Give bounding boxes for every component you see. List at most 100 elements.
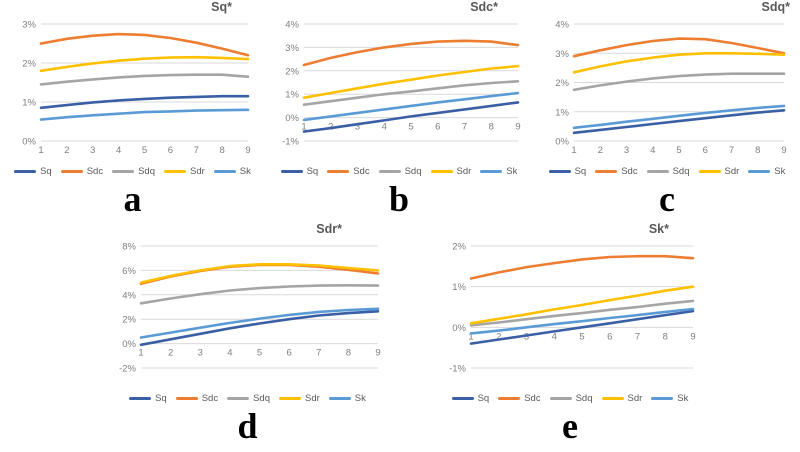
legend-label: Sdr: [456, 165, 472, 177]
line-chart-sq: 0% 1% 2% 3% 1 2 3 4 5 6 7 8 9: [22, 20, 250, 157]
svg-text:5: 5: [142, 145, 147, 156]
legend-label: Sdq: [575, 392, 593, 404]
legend-label: Sdq: [138, 165, 155, 177]
svg-text:4%: 4%: [555, 20, 569, 31]
legend-label: Sk: [774, 165, 786, 177]
chart-title: Sdq*: [761, 0, 790, 14]
svg-text:3%: 3%: [555, 49, 569, 60]
chart-panel-e: Sk* -1% 0% 1% 2% 1 2 3 4 5 6 7 8 9 Sq Sdc Sdq Sdr Sk e: [435, 222, 705, 446]
svg-text:8: 8: [663, 331, 668, 342]
legend-line-swatch: [112, 169, 135, 173]
line-chart-sk: -1% 0% 1% 2% 1 2 3 4 5 6 7 8 9: [449, 242, 696, 375]
svg-text:9: 9: [375, 348, 380, 359]
svg-text:-1%: -1%: [282, 137, 299, 148]
legend-item-sdq: Sdq: [549, 392, 593, 404]
legend-line-swatch: [548, 169, 571, 173]
svg-text:4: 4: [227, 348, 232, 359]
legend-label: Sdq: [672, 165, 690, 177]
chart-panel-d: Sdr* -2% 0% 2% 4% 6% 8% 1 2 3 4 5 6 7 8 9 Sq Sdc Sdq Sdr S…: [105, 222, 390, 446]
legend-line-swatch: [498, 396, 521, 400]
legend-line-swatch: [327, 169, 350, 173]
svg-text:7: 7: [316, 348, 321, 359]
legend-line-swatch: [14, 169, 37, 173]
svg-text:1%: 1%: [285, 90, 299, 101]
svg-text:7: 7: [462, 122, 467, 133]
panel-letter: c: [659, 179, 675, 219]
legend-item-sdc: Sdc: [327, 166, 370, 177]
chart-legend: Sq Sdc Sdq Sdr Sk: [5, 163, 260, 179]
svg-text:4%: 4%: [122, 290, 136, 301]
legend-item-sq: Sq: [14, 166, 52, 177]
svg-text:8: 8: [489, 122, 494, 133]
svg-text:1: 1: [301, 122, 306, 133]
legend-label: Sdr: [627, 392, 643, 404]
legend-line-swatch: [748, 169, 771, 173]
panel-letter: a: [123, 179, 142, 219]
svg-text:-2%: -2%: [119, 364, 136, 375]
legend-label: Sdc: [621, 165, 638, 177]
svg-text:8: 8: [346, 348, 351, 359]
svg-text:3%: 3%: [22, 20, 36, 31]
legend-line-swatch: [164, 169, 186, 173]
svg-text:0%: 0%: [555, 137, 569, 148]
legend-line-swatch: [60, 169, 83, 173]
legend-line-swatch: [595, 169, 618, 173]
chart-title: Sdr*: [316, 222, 342, 236]
svg-text:2%: 2%: [555, 78, 569, 89]
svg-text:6: 6: [286, 348, 291, 359]
legend-label: Sk: [677, 392, 689, 404]
legend-item-sq: Sq: [451, 393, 489, 404]
svg-text:3: 3: [624, 145, 629, 156]
svg-text:2: 2: [64, 145, 69, 156]
svg-text:2%: 2%: [122, 315, 136, 326]
chart-title: Sk*: [648, 222, 669, 236]
svg-text:5: 5: [676, 145, 681, 156]
legend-label: Sdr: [724, 165, 740, 177]
legend-line-swatch: [451, 396, 474, 400]
chart-panel-a: Sq* 0% 1% 2% 3% 1 2 3 4 5 6 7 8 9 Sq Sdc Sdq Sdr Sk a: [5, 0, 260, 219]
svg-text:2%: 2%: [452, 242, 466, 253]
legend-label: Sq: [574, 165, 587, 177]
legend-line-swatch: [601, 396, 624, 400]
chart-panel-c: Sdq* 0% 1% 2% 3% 4% 1 2 3 4 5 6 7 8 9 Sq Sdc Sdq Sdr Sk c: [538, 0, 796, 219]
svg-text:2%: 2%: [285, 66, 299, 77]
svg-text:4%: 4%: [285, 20, 299, 31]
svg-text:2: 2: [496, 331, 501, 342]
legend-item-sdq: Sdq: [227, 393, 270, 404]
legend-item-sk: Sk: [651, 393, 688, 404]
svg-text:0%: 0%: [22, 137, 36, 148]
svg-text:-1%: -1%: [449, 364, 466, 375]
svg-text:4: 4: [382, 122, 387, 133]
legend-label: Sdq: [404, 165, 422, 177]
svg-text:1%: 1%: [555, 107, 569, 118]
legend-item-sdc: Sdc: [595, 165, 638, 177]
svg-text:3: 3: [355, 122, 360, 133]
svg-text:6: 6: [435, 122, 440, 133]
svg-text:2: 2: [168, 348, 173, 359]
legend-line-swatch: [698, 169, 721, 173]
legend-item-sdr: Sdr: [164, 166, 205, 177]
legend-item-sq: Sq: [548, 165, 587, 177]
svg-text:9: 9: [515, 122, 520, 133]
panel-letter: d: [237, 406, 258, 446]
svg-text:3: 3: [198, 348, 203, 359]
legend-label: Sk: [354, 392, 366, 404]
legend-item-sdq: Sdq: [378, 165, 422, 177]
legend-line-swatch: [328, 396, 351, 400]
line-chart-sdq: 0% 1% 2% 3% 4% 1 2 3 4 5 6 7 8 9: [555, 20, 786, 157]
chart-legend: Sq Sdc Sdq Sdr Sk: [538, 163, 796, 179]
chart-legend: Sq Sdc Sdq Sdr Sk: [105, 390, 390, 406]
svg-text:7: 7: [729, 145, 734, 156]
svg-text:1: 1: [571, 145, 576, 156]
legend-line-swatch: [430, 169, 453, 173]
legend-item-sdc: Sdc: [175, 393, 218, 404]
svg-text:0%: 0%: [285, 113, 299, 124]
svg-text:5: 5: [408, 122, 413, 133]
legend-item-sq: Sq: [129, 393, 167, 404]
legend-line-swatch: [279, 396, 301, 400]
legend-line-swatch: [651, 396, 674, 400]
legend-item-sdr: Sdr: [430, 165, 472, 177]
svg-text:4: 4: [552, 331, 557, 342]
svg-text:7: 7: [635, 331, 640, 342]
